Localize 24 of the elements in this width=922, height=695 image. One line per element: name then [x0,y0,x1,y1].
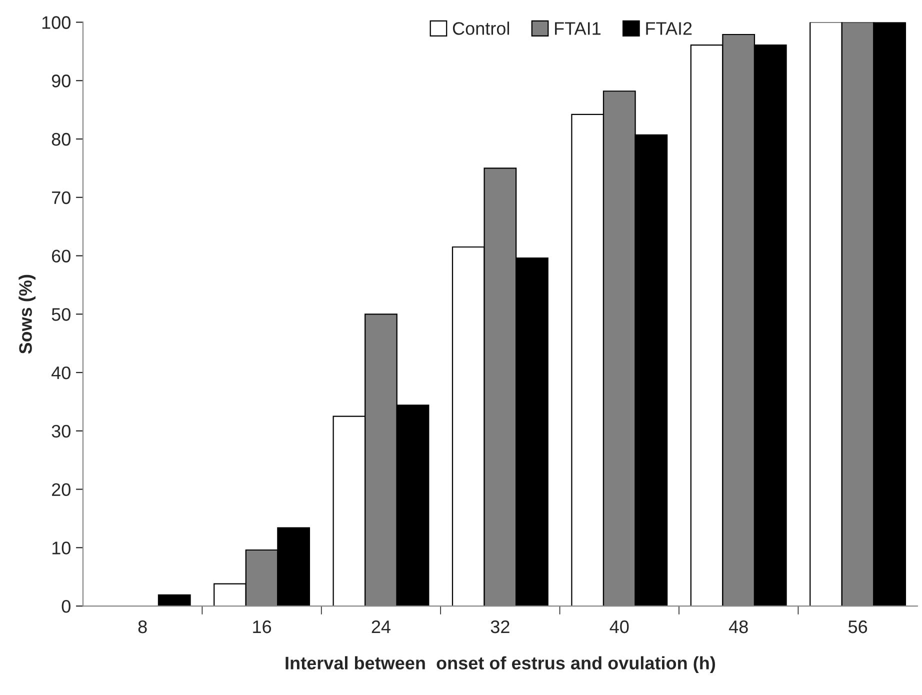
x-tick-label: 56 [848,620,868,634]
y-tick-label: 40 [52,366,70,380]
x-tick-label: 16 [253,620,272,634]
y-tick-label: 20 [52,483,70,496]
y-tick-label: 70 [52,191,70,204]
x-axis-title: Interval between onset of estrus and ovulation (h) [286,656,715,674]
y-tick-label: 60 [52,250,70,262]
x-tick-label: 40 [610,620,629,634]
x-tick-label: 24 [372,620,390,634]
y-tick-label: 50 [52,308,70,321]
y-tick-label: 80 [52,132,70,146]
x-tick-label: 48 [728,620,748,634]
x-tick-label: 32 [490,620,510,634]
legend-label: FTAI2 [646,22,692,35]
y-tick-label: 0 [62,600,70,613]
legend-label: FTAI1 [555,22,600,35]
y-tick-label: 10 [52,542,70,554]
y-tick-label: 90 [52,74,70,88]
y-tick-label: 100 [42,16,70,29]
x-tick-label: 8 [138,620,147,634]
y-axis-title: Sows (%) [18,274,36,354]
bar [158,594,191,606]
y-tick-label: 30 [52,424,70,438]
legend-label: Control [452,22,510,35]
